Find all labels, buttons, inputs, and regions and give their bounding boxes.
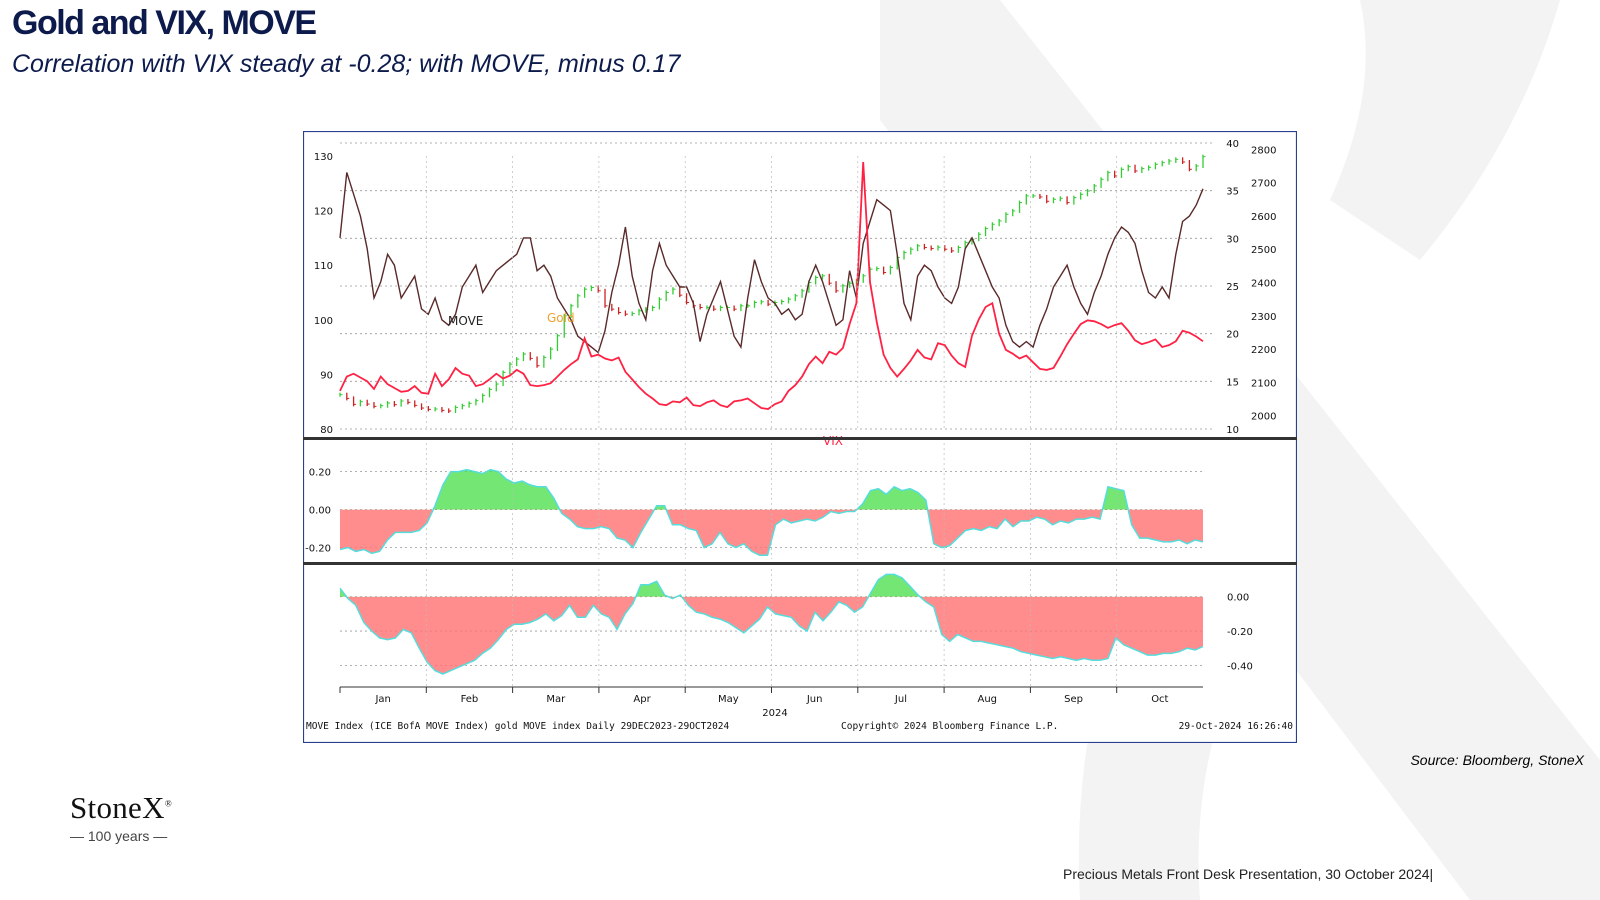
x-axis-tick-label: Jan bbox=[374, 694, 390, 705]
gold-axis-tick: 2800 bbox=[1251, 145, 1276, 156]
move-series-line bbox=[339, 172, 1204, 354]
bloomberg-chart: 130 120 110 100 90 80 40 35 30 25 20 15 10 2800 2700… bbox=[303, 131, 1297, 743]
x-axis-tick-label: May bbox=[718, 694, 739, 705]
vix-axis-tick: 35 bbox=[1226, 187, 1239, 198]
corr-axis-tick: -0.20 bbox=[1227, 627, 1253, 638]
chart-footer-center: Copyright© 2024 Bloomberg Finance L.P. bbox=[841, 721, 1058, 732]
move-axis-ticks: 130 120 110 100 90 80 bbox=[314, 152, 333, 436]
vix-series-label: VIX bbox=[823, 434, 843, 448]
gold-axis-tick: 2200 bbox=[1251, 345, 1276, 356]
panel-divider-1[interactable] bbox=[303, 437, 1297, 440]
slide-subtitle: Correlation with VIX steady at -0.28; wi… bbox=[12, 50, 681, 78]
gold-axis-tick: 2600 bbox=[1251, 212, 1276, 223]
x-axis-year: 2024 bbox=[762, 708, 787, 719]
gold-series-label: Gold bbox=[547, 311, 575, 325]
x-axis-tick-label: Aug bbox=[977, 694, 997, 705]
corr-vix-axis-ticks: 0.20 0.00 -0.20 bbox=[305, 468, 331, 555]
gold-axis-tick: 2400 bbox=[1251, 279, 1276, 290]
move-axis-tick: 80 bbox=[320, 425, 333, 436]
vix-axis-tick: 10 bbox=[1226, 425, 1239, 436]
corr-axis-tick: 0.00 bbox=[1227, 593, 1249, 604]
corr-axis-tick: -0.40 bbox=[1227, 661, 1253, 672]
gold-axis-tick: 2100 bbox=[1251, 378, 1276, 389]
logo-tagline: — 100 years — bbox=[70, 828, 168, 844]
logo-name: StoneX bbox=[70, 790, 165, 825]
chart-footer-right: 29-Oct-2024 16:26:40 bbox=[1179, 721, 1294, 732]
gold-axis-tick: 2000 bbox=[1251, 412, 1276, 423]
vix-axis-tick: 20 bbox=[1226, 330, 1239, 341]
x-axis-tick-label: Mar bbox=[546, 694, 566, 705]
corr-vix-positive-area bbox=[433, 469, 1129, 510]
move-series-label: MOVE bbox=[448, 314, 483, 328]
slide-footer: Precious Metals Front Desk Presentation,… bbox=[1063, 866, 1434, 882]
chart-footer-left: MOVE Index (ICE BofA MOVE Index) gold MO… bbox=[306, 721, 730, 732]
move-axis-tick: 100 bbox=[314, 316, 333, 327]
x-axis-tick-label: Apr bbox=[633, 694, 651, 705]
logo-mark: ® bbox=[164, 798, 172, 809]
corr-move-axis-ticks: 0.00 -0.20 -0.40 bbox=[1227, 593, 1253, 673]
x-axis-tick-label: Jul bbox=[894, 694, 907, 705]
x-axis-tick-label: Sep bbox=[1064, 694, 1083, 705]
x-axis-tick-label: Feb bbox=[461, 694, 479, 705]
stonex-logo: StoneX® — 100 years — bbox=[70, 790, 172, 844]
source-note: Source: Bloomberg, StoneX bbox=[1410, 752, 1584, 768]
move-axis-tick: 110 bbox=[314, 261, 333, 272]
gold-axis-tick: 2700 bbox=[1251, 179, 1276, 190]
corr-axis-tick: 0.00 bbox=[309, 506, 331, 517]
gold-axis-tick: 2300 bbox=[1251, 312, 1276, 323]
x-axis-tick-label: Jun bbox=[806, 694, 823, 705]
corr-axis-tick: 0.20 bbox=[309, 468, 331, 479]
move-axis-tick: 90 bbox=[320, 370, 333, 381]
slide-title: Gold and VIX, MOVE bbox=[12, 4, 317, 42]
move-axis-tick: 120 bbox=[314, 207, 333, 218]
x-axis-tick-label: Oct bbox=[1151, 694, 1168, 705]
panel-divider-2[interactable] bbox=[303, 562, 1297, 565]
vix-axis-tick: 25 bbox=[1226, 282, 1239, 293]
vix-axis-ticks: 40 35 30 25 20 15 10 bbox=[1226, 139, 1239, 436]
gold-axis-tick: 2500 bbox=[1251, 245, 1276, 256]
vix-axis-tick: 30 bbox=[1226, 234, 1239, 245]
corr-vix-negative-area bbox=[340, 509, 1203, 556]
vix-axis-tick: 40 bbox=[1226, 139, 1239, 150]
vix-axis-tick: 15 bbox=[1226, 377, 1239, 388]
gold-axis-ticks: 2800 2700 2600 2500 2400 2300 2200 2100 2000 bbox=[1251, 145, 1276, 422]
x-axis: Jan Feb Mar Apr May Jun Jul Aug Sep Oct bbox=[339, 156, 1203, 705]
move-axis-tick: 130 bbox=[314, 152, 333, 163]
corr-axis-tick: -0.20 bbox=[305, 544, 331, 555]
